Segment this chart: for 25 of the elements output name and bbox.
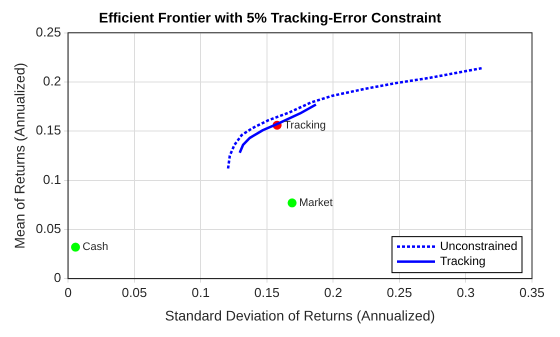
y-tick-label: 0.1 [43, 172, 62, 187]
y-tick-label: 0.2 [43, 74, 62, 89]
chart-title: Efficient Frontier with 5% Tracking-Error Constraint [98, 9, 442, 26]
x-tick-label: 0.1 [192, 284, 210, 300]
x-axis-title: Standard Deviation of Returns (Annualized) [165, 307, 436, 324]
x-tick-label: 0.2 [324, 284, 342, 300]
x-tick-label: 0.35 [519, 284, 545, 300]
annotation: Market [299, 196, 333, 209]
x-tick-label: 0.25 [386, 284, 412, 300]
x-tick-label: 0.3 [456, 284, 475, 300]
line-series [226, 66, 483, 170]
point [288, 198, 297, 208]
x-tick-label: 0.15 [254, 284, 280, 300]
annotation: Cash [82, 241, 108, 254]
y-tick-label: 0.15 [36, 122, 62, 138]
legend-label: Unconstrained [440, 238, 518, 253]
y-axis-title: Mean of Returns (Annualized) [11, 62, 28, 249]
x-tick-label: 0.05 [122, 284, 148, 300]
x-tick-label: 0 [64, 284, 72, 300]
y-tick-label: 0.05 [36, 221, 62, 236]
point [71, 242, 80, 252]
legend-label: Tracking [440, 254, 486, 268]
y-tick-label: 0.25 [36, 24, 62, 40]
annotation: Tracking [284, 119, 326, 132]
y-tick-label: 0 [54, 270, 62, 286]
